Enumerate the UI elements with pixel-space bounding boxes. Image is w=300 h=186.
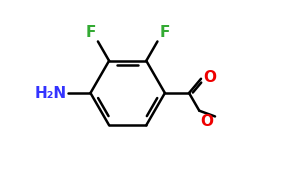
- Text: H₂N: H₂N: [34, 86, 66, 100]
- Text: O: O: [203, 70, 216, 85]
- Text: O: O: [200, 113, 213, 129]
- Text: F: F: [159, 25, 170, 40]
- Text: F: F: [86, 25, 96, 40]
